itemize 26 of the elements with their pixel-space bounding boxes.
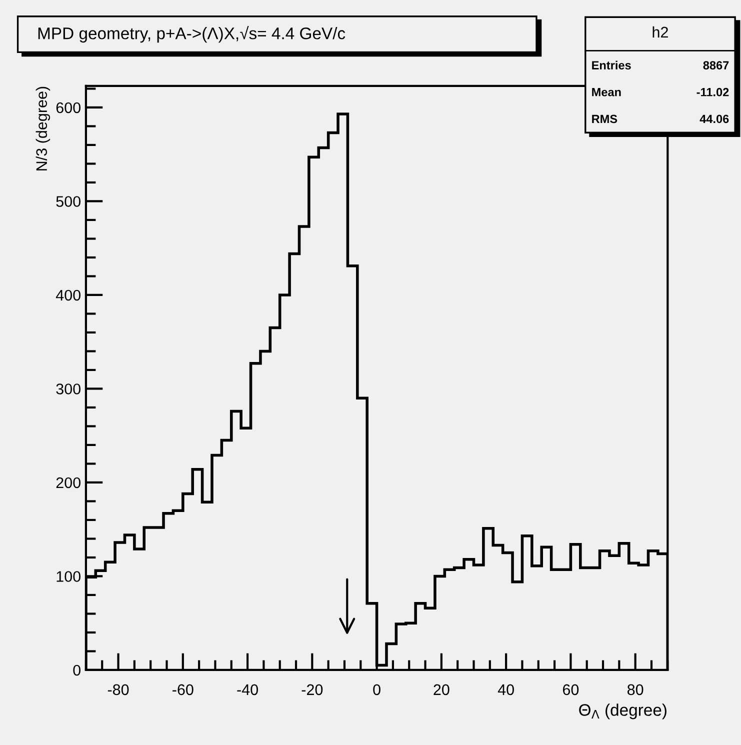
x-tick-label: -40 <box>237 684 258 696</box>
x-tick-label: -20 <box>302 684 323 696</box>
y-tick-label: 600 <box>56 102 80 114</box>
chart-title: MPD geometry, p+A->(Λ)X,√s= 4.4 GeV/c <box>38 26 346 43</box>
x-tick-label: 20 <box>434 684 450 696</box>
text: 8867 <box>703 61 729 70</box>
y-axis-title: N/3 (degree) <box>36 86 50 170</box>
x-tick-label: 60 <box>562 684 579 696</box>
y-tick-label: 200 <box>56 477 80 488</box>
y-tick-label: 100 <box>56 571 80 582</box>
x-tick-label: 80 <box>627 684 644 696</box>
annotation: RMS <box>592 114 618 124</box>
text: -11.02 <box>696 88 729 96</box>
x-tick-label: -80 <box>108 684 129 696</box>
x-axis-title: Θ$_{Λ}$ (degree) <box>579 704 666 720</box>
annotation: Mean <box>592 88 621 96</box>
text: 44.06 <box>700 114 729 124</box>
y-tick-label: 0 <box>73 664 80 676</box>
x-tick-label: -60 <box>172 684 194 696</box>
text: Entries <box>592 60 631 70</box>
x-tick-label: 40 <box>498 684 514 696</box>
y-tick-label: 500 <box>56 196 80 207</box>
text: h2 <box>652 26 668 38</box>
y-tick-label: 300 <box>56 384 80 394</box>
x-tick-label: 0 <box>373 684 380 696</box>
y-tick-label: 400 <box>56 290 80 301</box>
